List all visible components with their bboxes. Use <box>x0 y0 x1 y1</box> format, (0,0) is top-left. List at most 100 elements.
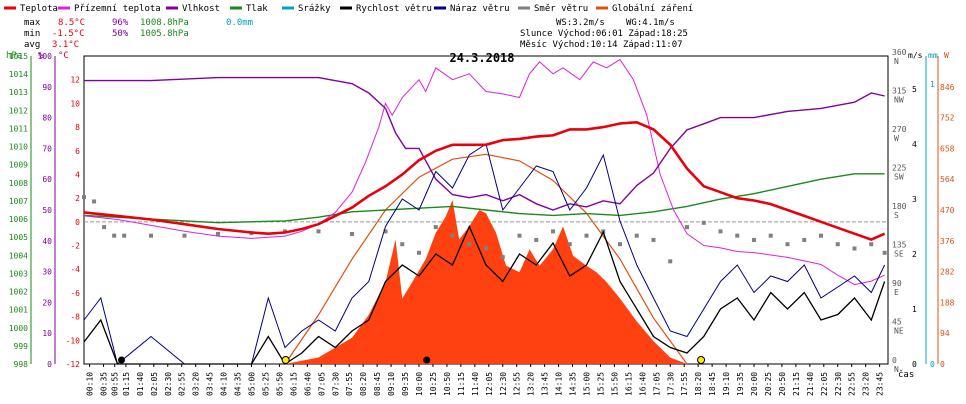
hpa-tick: 1015 <box>9 52 28 61</box>
x-tick-label: 15:50 <box>610 372 619 396</box>
x-tick-label: 19:35 <box>736 372 745 396</box>
wind-direction-point <box>149 233 153 238</box>
dir-tick: 360 <box>892 48 907 57</box>
pct-axis-label: % <box>38 51 44 61</box>
x-tick-label: 09:10 <box>387 372 396 396</box>
x-tick-label: 15:00 <box>583 372 592 396</box>
wind-direction-point <box>383 229 388 234</box>
wind-direction-point <box>122 233 127 238</box>
stats-min-hum: 50% <box>112 29 129 39</box>
wind-speed-line <box>83 224 886 365</box>
x-tick-label: 22:05 <box>820 372 829 396</box>
dir-sector-label: SW <box>894 173 904 182</box>
x-tick-label: 06:40 <box>303 372 312 396</box>
x-tick-label: 02:55 <box>178 372 187 396</box>
x-tick-label: 05:00 <box>248 372 257 396</box>
hpa-tick: 1007 <box>9 197 28 206</box>
stats-max-hum: 96% <box>112 18 129 28</box>
wind-direction-point <box>618 242 622 247</box>
pct-tick: 70 <box>42 144 52 153</box>
x-tick-label: 16:15 <box>624 372 633 396</box>
temp-tick: 0 <box>75 218 80 227</box>
x-tick-label: 05:50 <box>275 372 284 396</box>
x-tick-label: 11:40 <box>471 372 480 396</box>
wind-direction-point <box>316 229 321 234</box>
x-tick-label: 03:45 <box>206 372 215 396</box>
x-tick-label: 02:05 <box>150 372 159 396</box>
x-tick-label: 00:10 <box>86 372 95 396</box>
sunset-marker <box>697 356 706 364</box>
temp-tick: -12 <box>66 360 81 369</box>
x-tick-label: 17:30 <box>666 372 675 396</box>
ms-tick: 0 <box>912 360 917 369</box>
x-tick-label: 14:35 <box>569 372 578 396</box>
pct-tick: 90 <box>42 83 52 92</box>
x-tick-label: 20:25 <box>764 372 773 396</box>
chart-title: 24.3.2018 <box>449 51 514 65</box>
x-tick-label: 00:55 <box>111 372 120 396</box>
wind-direction-point <box>752 237 756 242</box>
x-tick-label: 21:40 <box>806 372 815 396</box>
wind-direction-point <box>768 233 773 238</box>
w-tick: 0 <box>940 360 945 369</box>
hpa-tick: 1009 <box>9 161 28 170</box>
ms-axis-label: m/s <box>908 51 923 60</box>
w-tick: 282 <box>940 268 955 277</box>
radiation-area <box>285 200 687 364</box>
info-sun: Slunce Východ:06:01 Západ:18:25 <box>520 29 688 39</box>
x-tick-label: 18:20 <box>694 372 703 396</box>
x-tick-label: 04:10 <box>220 372 229 396</box>
ms-tick: 2 <box>912 250 917 259</box>
x-tick-label: 06:15 <box>289 372 298 396</box>
humidity-line <box>84 76 885 211</box>
mm-tick: 1 <box>930 80 935 89</box>
wind-direction-point <box>819 233 823 238</box>
wind-direction-point <box>567 242 572 247</box>
legend-label-3: Tlak <box>246 4 268 14</box>
info-wg: WG:4.1m/s <box>626 18 675 28</box>
dir-sector-label: N <box>894 57 899 66</box>
x-tick-label: 22:55 <box>848 372 857 396</box>
stats-max-label: max <box>24 18 41 28</box>
wind-direction-point <box>534 237 539 242</box>
hpa-tick: 1001 <box>9 306 28 315</box>
hpa-tick: 1006 <box>9 215 28 224</box>
dir-sector-label: E <box>894 288 899 297</box>
x-tick-label: 03:20 <box>192 372 201 396</box>
legend-label-8: Globální záření <box>612 4 693 14</box>
wind-direction-point <box>668 259 673 264</box>
pct-tick: 100 <box>38 52 53 61</box>
stats-min-label: min <box>24 29 40 39</box>
sunrise-marker <box>281 356 290 364</box>
x-tick-label: 22:30 <box>834 372 843 396</box>
w-tick: 752 <box>940 114 955 123</box>
mm-axis-label: mm <box>928 51 938 60</box>
x-tick-label: 10:50 <box>443 372 452 396</box>
x-tick-label: 12:30 <box>499 372 508 396</box>
dir-tick: 90 <box>892 279 902 288</box>
stats-min-temp: -1.5°C <box>52 29 85 39</box>
w-tick: 470 <box>940 206 955 215</box>
gust-line <box>83 143 886 365</box>
w-tick: 564 <box>940 175 955 184</box>
pct-tick: 60 <box>42 175 52 184</box>
dir-sector-label: N <box>894 365 899 374</box>
x-tick-label: 00:35 <box>100 372 109 396</box>
dir-sector-label: SE <box>894 250 904 259</box>
temp-tick: 10 <box>70 99 80 108</box>
hpa-tick: 1002 <box>9 288 28 297</box>
x-axis-label: čas <box>898 369 914 380</box>
x-tick-label: 11:15 <box>457 372 466 396</box>
wind-direction-point <box>517 233 522 238</box>
x-tick-label: 15:25 <box>596 372 605 396</box>
dir-tick: 180 <box>892 202 907 211</box>
pct-tick: 0 <box>47 360 52 369</box>
legend-label-6: Náraz větru <box>450 4 510 14</box>
wind-direction-point <box>735 233 740 238</box>
temperature-line <box>83 120 886 241</box>
legend-label-1: Přízemní teplota <box>74 4 161 14</box>
wind-direction-point <box>785 242 790 247</box>
ms-tick: 1 <box>912 305 917 314</box>
hpa-tick: 1005 <box>9 233 28 242</box>
radiation-theoretical-line <box>284 153 688 365</box>
